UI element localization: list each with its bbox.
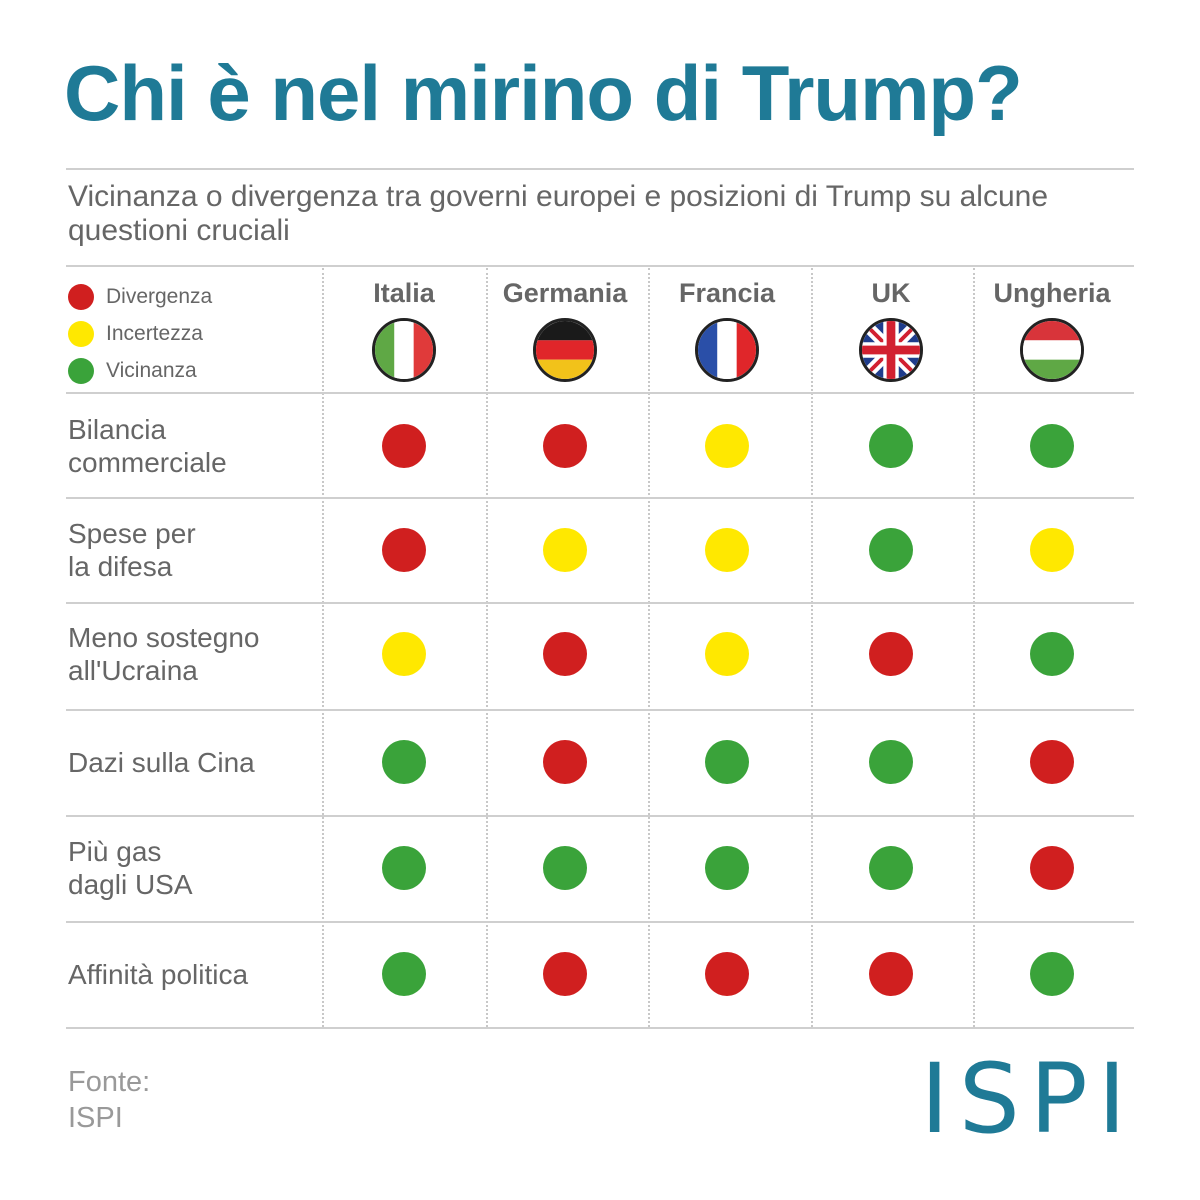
legend-label: Vicinanza	[106, 358, 197, 382]
column-header-germania: Germania	[502, 278, 628, 308]
hungary-flag-icon	[1020, 318, 1084, 382]
row-divider	[66, 602, 1134, 604]
source-note: Fonte: ISPI	[68, 1064, 150, 1136]
legend-item-divergenza: Divergenza	[68, 278, 212, 315]
cell-dot-vicinanza	[543, 846, 587, 890]
legend-dot-vicinanza	[68, 357, 94, 384]
row-label: Meno sostegno all'Ucraina	[68, 622, 260, 686]
cell-dot-incertezza	[1030, 528, 1074, 572]
cell-dot-vicinanza	[869, 846, 913, 890]
row-divider	[66, 709, 1134, 711]
column-header-francia: Francia	[678, 278, 776, 308]
cell-dot-incertezza	[705, 528, 749, 572]
row-label: Affinità politica	[68, 958, 249, 990]
source-label: Fonte:	[68, 1066, 151, 1098]
italy-flag-icon	[372, 318, 436, 382]
cell-dot-vicinanza	[869, 740, 913, 784]
column-divider	[973, 268, 975, 1027]
cell-dot-vicinanza	[382, 740, 426, 784]
row-label: Bilancia commerciale	[68, 414, 227, 478]
cell-dot-vicinanza	[705, 846, 749, 890]
legend-label: Divergenza	[106, 284, 213, 308]
uk-flag-icon	[859, 318, 923, 382]
page-title: Chi è nel mirino di Trump?	[64, 49, 1023, 137]
cell-dot-vicinanza	[869, 528, 913, 572]
cell-dot-vicinanza	[869, 424, 913, 468]
cell-dot-incertezza	[705, 632, 749, 676]
legend-item-vicinanza: Vicinanza	[68, 352, 212, 389]
row-divider	[66, 392, 1134, 394]
cell-dot-vicinanza	[1030, 632, 1074, 676]
cell-dot-incertezza	[705, 424, 749, 468]
cell-dot-incertezza	[382, 632, 426, 676]
column-divider	[486, 268, 488, 1027]
legend-item-incertezza: Incertezza	[68, 315, 212, 352]
cell-dot-vicinanza	[382, 952, 426, 996]
column-header-ungheria: Ungheria	[993, 278, 1111, 308]
column-divider	[648, 268, 650, 1027]
cell-dot-divergenza	[543, 424, 587, 468]
cell-dot-divergenza	[543, 632, 587, 676]
cell-dot-divergenza	[705, 952, 749, 996]
row-divider	[66, 497, 1134, 499]
cell-dot-divergenza	[1030, 846, 1074, 890]
column-header-italia: Italia	[373, 278, 435, 308]
column-header-uk: UK	[871, 278, 911, 308]
cell-dot-divergenza	[382, 528, 426, 572]
cell-dot-divergenza	[382, 424, 426, 468]
cell-dot-divergenza	[869, 632, 913, 676]
row-label: Spese per la difesa	[68, 518, 196, 582]
cell-dot-vicinanza	[1030, 424, 1074, 468]
row-label: Dazi sulla Cina	[68, 746, 255, 778]
germany-flag-icon	[533, 318, 597, 382]
row-divider	[66, 1027, 1134, 1029]
row-divider	[66, 815, 1134, 817]
legend-dot-incertezza	[68, 320, 94, 347]
row-divider	[66, 921, 1134, 923]
cell-dot-divergenza	[1030, 740, 1074, 784]
header-divider	[66, 265, 1134, 267]
france-flag-icon	[695, 318, 759, 382]
legend-dot-divergenza	[68, 283, 94, 310]
ispi-logo: ISPI	[920, 1043, 1136, 1155]
legend: Divergenza Incertezza Vicinanza	[68, 278, 212, 389]
cell-dot-incertezza	[543, 528, 587, 572]
source-value: ISPI	[68, 1102, 123, 1134]
legend-label: Incertezza	[106, 321, 203, 345]
column-divider	[322, 268, 324, 1027]
cell-dot-vicinanza	[1030, 952, 1074, 996]
cell-dot-divergenza	[543, 952, 587, 996]
subtitle: Vicinanza o divergenza tra governi europ…	[68, 180, 1049, 247]
cell-dot-divergenza	[543, 740, 587, 784]
cell-dot-vicinanza	[382, 846, 426, 890]
column-divider	[811, 268, 813, 1027]
title-divider	[66, 168, 1134, 170]
cell-dot-divergenza	[869, 952, 913, 996]
cell-dot-vicinanza	[705, 740, 749, 784]
row-label: Più gas dagli USA	[68, 836, 193, 900]
